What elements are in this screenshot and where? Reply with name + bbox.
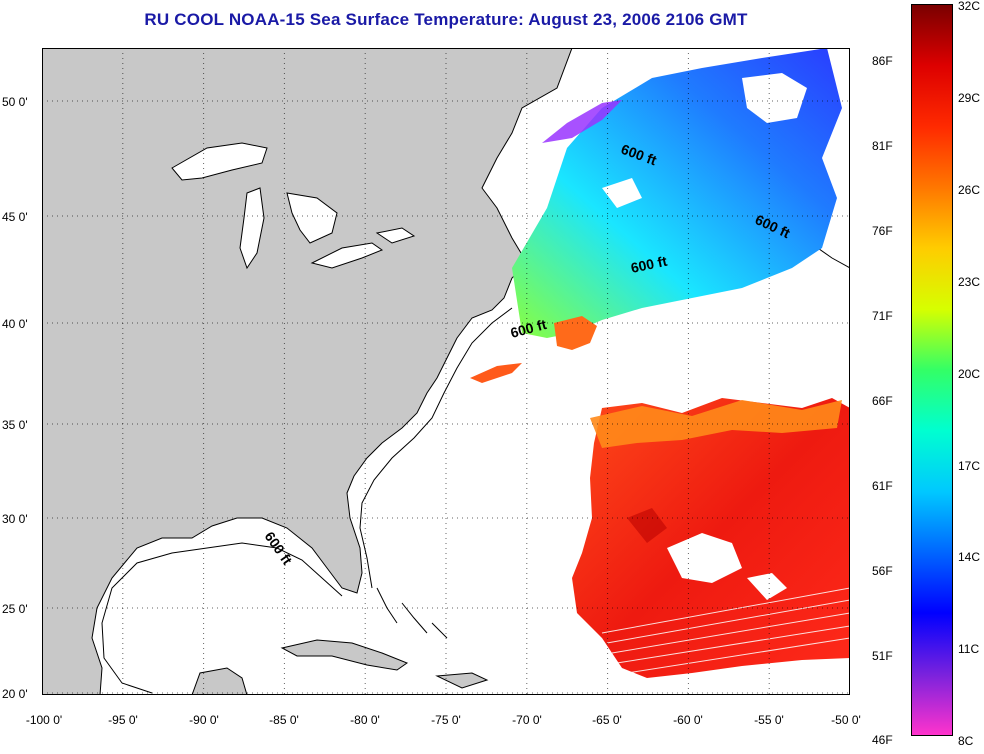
lon-tick-85: -85 0' bbox=[269, 713, 299, 727]
c-tick-20: 20C bbox=[958, 367, 981, 381]
lake-superior bbox=[171, 142, 268, 181]
lat-tick-50: 50 0' bbox=[2, 95, 28, 109]
lon-tick-60: -60 0' bbox=[673, 713, 703, 727]
lon-tick-100: -100 0' bbox=[25, 713, 63, 727]
c-tick-8: 8C bbox=[958, 734, 974, 748]
contour-label-3: 600 ft bbox=[629, 253, 668, 276]
lake-erie bbox=[310, 242, 384, 269]
lat-tick-35: 35 0' bbox=[2, 418, 28, 432]
lake-ontario bbox=[375, 227, 416, 244]
cloud-gap-2 bbox=[602, 178, 642, 208]
sst-map[interactable]: 600 ft 600 ft 600 ft 600 ft 600 ft bbox=[42, 48, 850, 695]
c-tick-32: 32C bbox=[958, 0, 981, 13]
c-tick-11: 11C bbox=[958, 642, 980, 656]
c-tick-26: 26C bbox=[958, 183, 981, 197]
lon-tick-65: -65 0' bbox=[592, 713, 622, 727]
land-north-america bbox=[42, 48, 573, 695]
cloud-hole-2 bbox=[747, 573, 787, 600]
f-tick-86: 86F bbox=[872, 54, 893, 68]
land-hispaniola bbox=[435, 672, 489, 689]
lon-tick-70: -70 0' bbox=[512, 713, 542, 727]
f-tick-81: 81F bbox=[872, 139, 893, 153]
lon-tick-50: -50 0' bbox=[831, 713, 861, 727]
lat-tick-30: 30 0' bbox=[2, 512, 28, 526]
lon-tick-55: -55 0' bbox=[754, 713, 784, 727]
sst-orange-fringe bbox=[590, 400, 842, 448]
lat-tick-25: 25 0' bbox=[2, 602, 28, 616]
f-tick-46: 46F bbox=[872, 733, 893, 747]
f-tick-51: 51F bbox=[872, 649, 893, 663]
map-title: RU COOL NOAA-15 Sea Surface Temperature:… bbox=[144, 10, 748, 29]
f-tick-76: 76F bbox=[872, 224, 893, 238]
lake-michigan bbox=[239, 187, 265, 270]
sst-warm-plume bbox=[554, 316, 597, 350]
lon-tick-95: -95 0' bbox=[108, 713, 138, 727]
f-tick-56: 56F bbox=[872, 564, 893, 578]
lat-tick-40: 40 0' bbox=[2, 317, 28, 331]
c-tick-23: 23C bbox=[958, 275, 981, 289]
c-tick-17: 17C bbox=[958, 459, 981, 473]
sst-warm-streak bbox=[470, 363, 522, 383]
lon-tick-90: -90 0' bbox=[189, 713, 219, 727]
land-yucatan bbox=[191, 667, 248, 695]
f-tick-66: 66F bbox=[872, 394, 893, 408]
land-cuba bbox=[280, 639, 409, 671]
lon-tick-75: -75 0' bbox=[431, 713, 461, 727]
lon-tick-80: -80 0' bbox=[350, 713, 380, 727]
swath-streaks bbox=[601, 587, 850, 674]
colorbar bbox=[911, 4, 953, 736]
map-frame bbox=[42, 48, 850, 695]
c-tick-14: 14C bbox=[958, 550, 981, 564]
sst-dark-red-core bbox=[627, 508, 667, 543]
lake-huron bbox=[286, 192, 338, 244]
c-tick-29: 29C bbox=[958, 91, 981, 105]
lat-tick-20: 20 0' bbox=[2, 687, 28, 701]
sst-cold-band-purple bbox=[542, 100, 622, 143]
f-tick-61: 61F bbox=[872, 479, 893, 493]
f-tick-71: 71F bbox=[872, 309, 893, 323]
cloud-hole-1 bbox=[667, 533, 742, 583]
cloud-gap bbox=[742, 73, 807, 123]
lat-tick-45: 45 0' bbox=[2, 210, 28, 224]
